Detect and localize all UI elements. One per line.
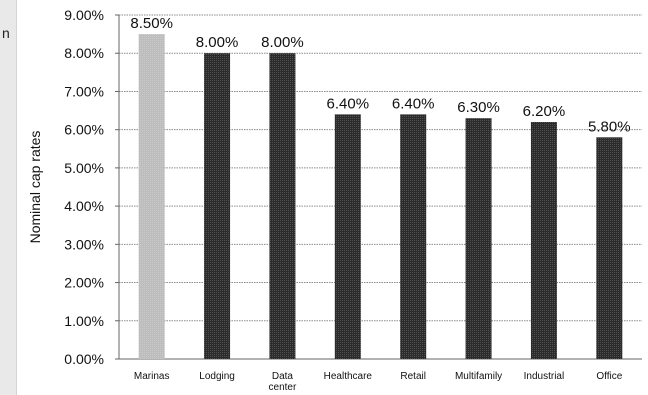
y-tick-label: 8.00%	[64, 45, 104, 61]
data-labels: 8.50% 8.00% 8.00% 6.40% 6.40% 6.30% 6.20% 5.80%	[130, 15, 630, 135]
bar-texture	[465, 118, 492, 359]
left-panel-edge	[0, 0, 17, 395]
x-category-label: center	[269, 382, 297, 393]
bar-texture	[530, 122, 557, 360]
y-tick-label: 5.00%	[64, 160, 104, 176]
y-tick-label: 9.00%	[64, 7, 104, 23]
bar-texture	[596, 137, 623, 359]
data-label: 8.50%	[130, 15, 173, 32]
y-tick-label: 1.00%	[64, 313, 104, 329]
data-label: 6.20%	[523, 103, 566, 120]
y-tick-labels: 0.00% 1.00% 2.00% 3.00% 4.00% 5.00% 6.00% 7.00%…	[64, 7, 104, 367]
data-label: 8.00%	[196, 34, 239, 51]
data-label: 8.00%	[261, 34, 304, 51]
x-category-label: Industrial	[524, 371, 565, 382]
x-category-label: Retail	[400, 371, 426, 382]
gridlines	[119, 14, 642, 322]
x-category-label: Healthcare	[324, 371, 373, 382]
axes	[115, 14, 642, 360]
bar-texture	[204, 53, 231, 359]
data-label: 5.80%	[588, 118, 631, 135]
side-text: n	[2, 25, 10, 41]
y-tick-label: 0.00%	[64, 351, 104, 367]
data-label: 6.40%	[392, 95, 435, 112]
x-category-label: Multifamily	[455, 371, 502, 382]
y-tick-label: 2.00%	[64, 275, 104, 291]
y-tick-label: 7.00%	[64, 83, 104, 99]
y-tick-label: 4.00%	[64, 198, 104, 214]
bar-texture	[400, 114, 427, 359]
y-tick-label: 6.00%	[64, 122, 104, 138]
bars	[138, 34, 623, 360]
bar-texture	[334, 114, 361, 359]
data-label: 6.40%	[327, 95, 370, 112]
x-category-label: Data	[272, 371, 294, 382]
y-tick-label: 3.00%	[64, 236, 104, 252]
bar-texture	[269, 53, 296, 359]
x-category-label: Lodging	[199, 371, 235, 382]
data-label: 6.30%	[457, 99, 500, 116]
bar-texture	[138, 34, 165, 359]
x-category-label: Office	[596, 371, 622, 382]
y-axis-title: Nominal cap rates	[27, 131, 43, 244]
x-category-label: Marinas	[134, 371, 170, 382]
